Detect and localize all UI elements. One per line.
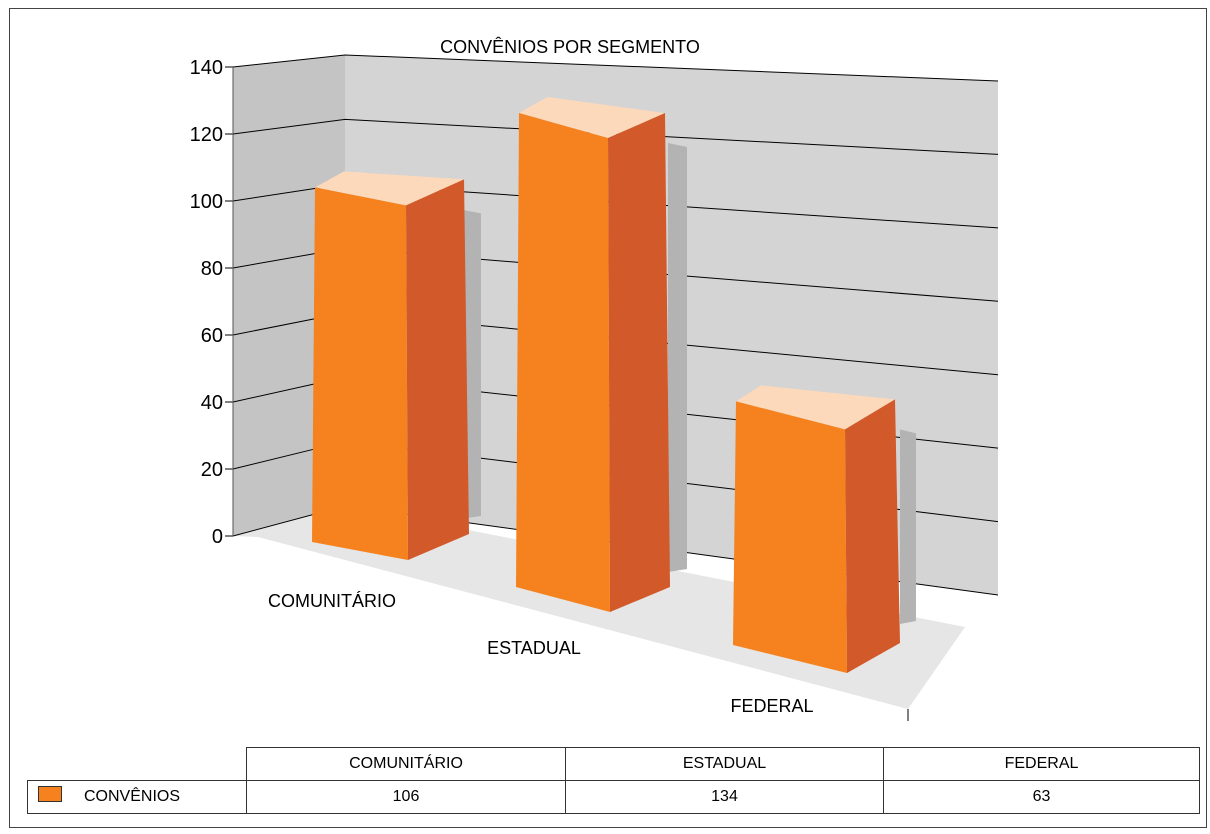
- bar: [312, 187, 408, 560]
- bar-side: [845, 399, 900, 673]
- bar-shadow: [900, 429, 916, 624]
- bar-side: [608, 113, 670, 613]
- chart-title: CONVÊNIOS POR SEGMENTO: [440, 37, 700, 57]
- table-value-cell: 63: [883, 780, 1200, 814]
- y-tick-label: 100: [190, 191, 223, 213]
- y-tick-label: 20: [201, 459, 223, 481]
- table-row-label: CONVÊNIOS: [27, 780, 247, 814]
- bar: [516, 113, 610, 613]
- y-tick-label: 140: [190, 57, 223, 79]
- table-value-cell: 134: [565, 780, 884, 814]
- bar-top: [736, 385, 895, 430]
- table-header-cell: FEDERAL: [883, 747, 1200, 781]
- y-tick-label: 120: [190, 124, 223, 146]
- bar: [733, 401, 847, 673]
- legend-label: CONVÊNIOS: [84, 788, 181, 805]
- gridline: [232, 118, 999, 155]
- category-label: COMUNITÁRIO: [268, 591, 396, 611]
- category-label: ESTADUAL: [487, 638, 581, 658]
- y-axis: 0 20 40 60 80 100 120 140: [190, 57, 909, 721]
- category-labels: COMUNITÁRIO ESTADUAL FEDERAL: [268, 591, 814, 716]
- table-header-cell: ESTADUAL: [565, 747, 884, 781]
- table-row: CONVÊNIOS 106 134 63: [27, 780, 1200, 814]
- table-header-row: COMUNITÁRIO ESTADUAL FEDERAL: [27, 747, 1200, 781]
- bar-chart: 0 20 40 60 80 100 120 140 COMUNITÁRIO ESTADUAL FE…: [190, 37, 999, 721]
- bar-top: [519, 97, 665, 139]
- legend-swatch: [38, 785, 62, 802]
- bar-shadow: [668, 143, 687, 573]
- table-value-cell: 106: [246, 780, 566, 814]
- data-table: COMUNITÁRIO ESTADUAL FEDERAL CONVÊNIOS 1…: [27, 747, 1200, 814]
- bar-side: [406, 179, 469, 560]
- y-tick-label: 40: [201, 392, 223, 414]
- bar-top: [315, 171, 464, 206]
- chart-frame: 0 20 40 60 80 100 120 140 COMUNITÁRIO ESTADUAL FE…: [9, 8, 1207, 828]
- gridline: [232, 54, 999, 82]
- y-tick-label: 0: [212, 526, 223, 548]
- table-header-cell: COMUNITÁRIO: [246, 747, 566, 781]
- y-tick-label: 80: [201, 258, 223, 280]
- y-tick-label: 60: [201, 325, 223, 347]
- table-corner: [27, 747, 247, 781]
- category-label: FEDERAL: [730, 696, 813, 716]
- bars: [312, 97, 916, 673]
